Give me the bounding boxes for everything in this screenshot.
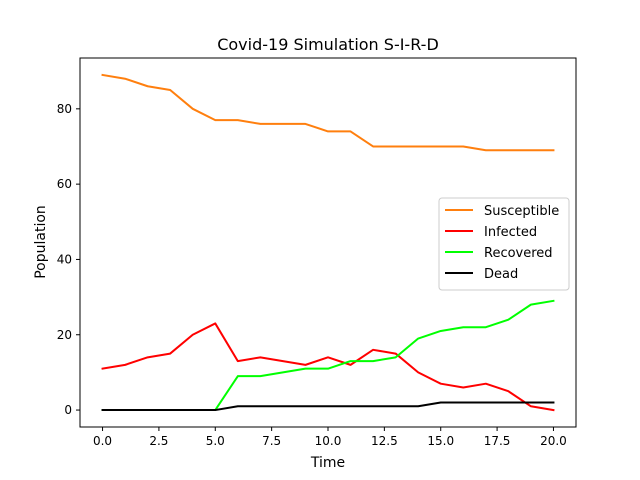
legend-box bbox=[438, 197, 570, 291]
series-line-infected bbox=[101, 322, 555, 412]
y-tick-label: 60 bbox=[57, 177, 72, 191]
y-tick-label: 0 bbox=[64, 403, 72, 417]
y-axis-label: Population bbox=[33, 205, 49, 279]
x-tick-label: 5.0 bbox=[206, 434, 225, 448]
x-tick-label: 15.0 bbox=[427, 434, 454, 448]
series-line-susceptible bbox=[101, 73, 555, 152]
x-tick-label: 2.5 bbox=[149, 434, 168, 448]
chart-title: Covid-19 Simulation S-I-R-D bbox=[217, 35, 439, 54]
y-tick-label: 80 bbox=[57, 102, 72, 116]
x-axis-label: Time bbox=[310, 455, 345, 471]
legend-label-dead: Dead bbox=[484, 267, 518, 282]
legend-label-infected: Infected bbox=[484, 225, 537, 240]
x-axis-ticks: 0.0 2.5 5.0 7.5 10.0 12.5 15.0 17.5 20.0 bbox=[93, 427, 567, 448]
series-line-dead bbox=[101, 401, 555, 412]
y-axis-ticks: 0 20 40 60 80 bbox=[57, 102, 80, 417]
series-layer bbox=[101, 73, 555, 412]
legend: Susceptible Infected Recovered Dead bbox=[438, 197, 570, 291]
x-tick-label: 20.0 bbox=[540, 434, 567, 448]
x-tick-label: 10.0 bbox=[315, 434, 342, 448]
x-tick-label: 7.5 bbox=[262, 434, 281, 448]
legend-label-recovered: Recovered bbox=[484, 246, 553, 261]
y-tick-label: 40 bbox=[57, 252, 72, 266]
x-tick-label: 12.5 bbox=[371, 434, 398, 448]
x-tick-label: 17.5 bbox=[484, 434, 511, 448]
legend-label-susceptible: Susceptible bbox=[484, 204, 559, 219]
x-tick-label: 0.0 bbox=[93, 434, 112, 448]
y-tick-label: 20 bbox=[57, 328, 72, 342]
